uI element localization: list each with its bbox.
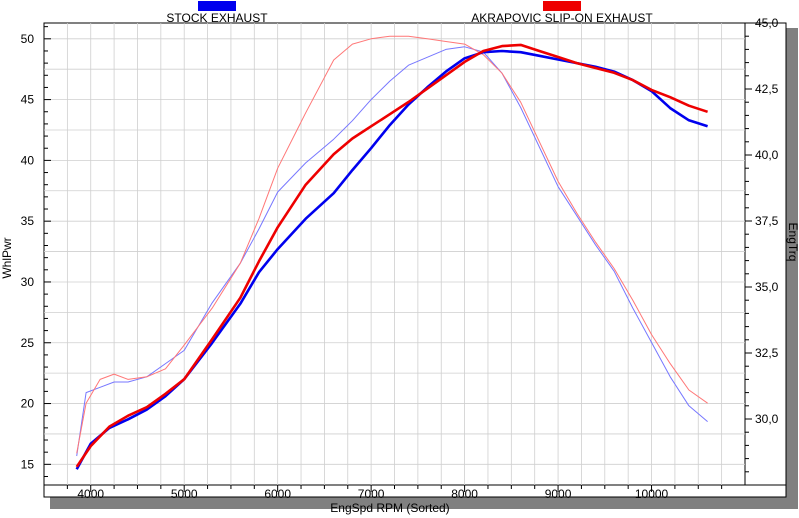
x-tick-label: 5000 <box>171 487 198 501</box>
y2-tick-label: 35,0 <box>755 280 779 294</box>
y-axis-title: WhlPwr <box>0 237 14 278</box>
y-tick-label: 30 <box>21 275 35 289</box>
y2-axis-title: EngTrq <box>786 223 799 262</box>
legend-swatch-stock-exhaust <box>198 1 236 11</box>
x-tick-label: 8000 <box>451 487 478 501</box>
tick-labels: 4000 5000 6000 7000 8000 9000 10000 15 20 25 30 35 4… <box>21 16 779 501</box>
y-tick-label: 40 <box>21 153 35 167</box>
legend: STOCK EXHAUST AKRAPOVIC SLIP-ON EXHAUST <box>166 1 653 25</box>
x-tick-label: 10000 <box>635 487 669 501</box>
series-line-torque-stock-exhaust <box>76 46 708 457</box>
legend-label-stock-exhaust: STOCK EXHAUST <box>166 11 268 25</box>
legend-label-akrapovic-slip-on-exhaust: AKRAPOVIC SLIP-ON EXHAUST <box>471 11 653 25</box>
y2-tick-label: 30,0 <box>755 412 779 426</box>
y2-tick-label: 32,5 <box>755 346 779 360</box>
x-tick-label: 6000 <box>264 487 291 501</box>
bottom-axis-panel <box>43 484 787 498</box>
y-tick-label: 50 <box>21 32 35 46</box>
y2-tick-label: 42,5 <box>755 82 779 96</box>
frame-shadow-bottom <box>50 497 798 509</box>
y2-tick-label: 45,0 <box>755 16 779 30</box>
tick-marks <box>44 22 752 492</box>
y-tick-label: 25 <box>21 336 35 350</box>
x-tick-label: 7000 <box>358 487 385 501</box>
y-tick-label: 45 <box>21 93 35 107</box>
legend-swatch-akrapovic-slip-on-exhaust <box>543 1 581 11</box>
series-line-power-akrapovic-slip-on-exhaust <box>75 43 709 468</box>
y-tick-label: 15 <box>21 457 35 471</box>
grid <box>44 23 745 485</box>
x-tick-label: 9000 <box>545 487 572 501</box>
y-tick-label: 35 <box>21 214 35 228</box>
x-axis-title: EngSpd RPM (Sorted) <box>330 501 449 515</box>
series-layer <box>75 35 709 470</box>
y-tick-label: 20 <box>21 397 35 411</box>
x-tick-label: 4000 <box>77 487 104 501</box>
series-line-torque-akrapovic-slip-on-exhaust <box>76 35 708 454</box>
frame-shadow-right <box>786 28 798 509</box>
y2-tick-label: 37,5 <box>755 214 779 228</box>
y2-tick-label: 40,0 <box>755 148 779 162</box>
